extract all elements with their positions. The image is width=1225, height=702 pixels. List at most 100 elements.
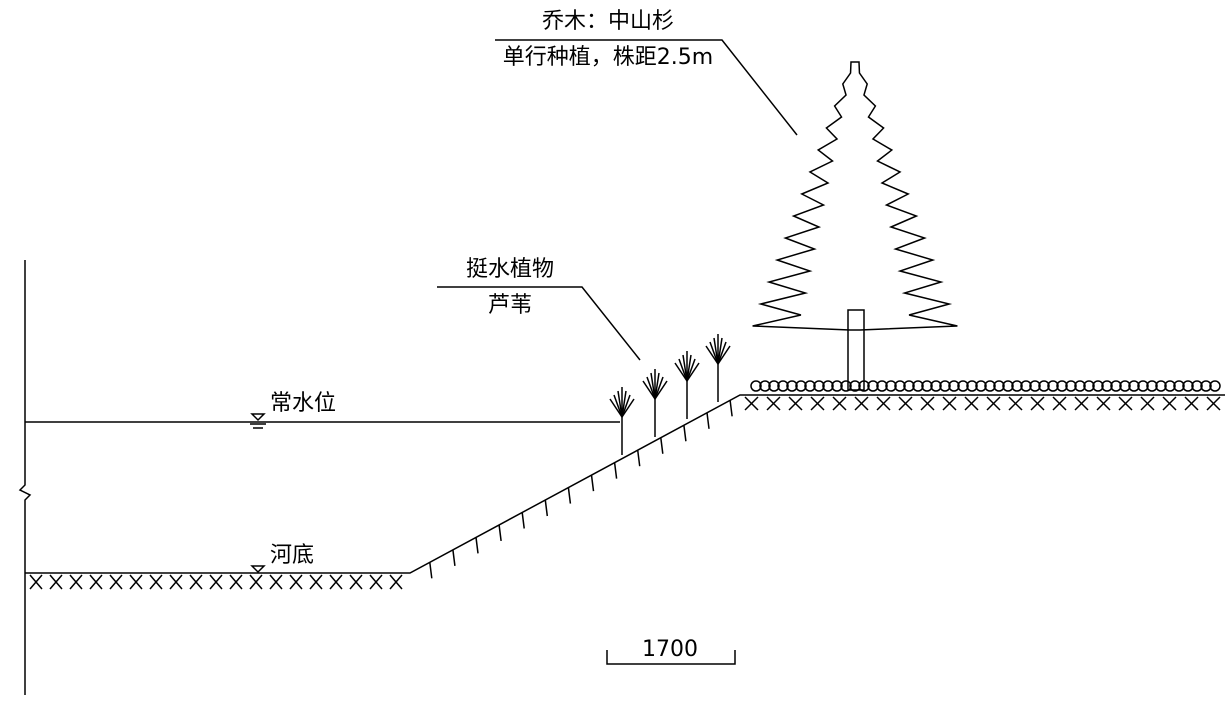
reed-leaf bbox=[642, 380, 656, 400]
hatch bbox=[189, 574, 203, 590]
hatch bbox=[1074, 396, 1089, 411]
hatch bbox=[766, 396, 781, 411]
tree-leader bbox=[495, 39, 798, 136]
shrub bbox=[939, 380, 951, 392]
reed-leaf bbox=[717, 341, 727, 365]
shrub bbox=[831, 380, 843, 392]
shrub bbox=[804, 380, 816, 392]
hatch bbox=[289, 574, 303, 590]
reed-label-1: 挺水植物 bbox=[466, 257, 554, 282]
reed-leaf bbox=[654, 372, 660, 400]
hatch bbox=[369, 574, 383, 590]
river-bottom-label: 河底 bbox=[270, 543, 314, 568]
shrub bbox=[930, 380, 942, 392]
reed-leaf bbox=[678, 358, 688, 382]
water-symbol bbox=[250, 413, 266, 422]
hatch bbox=[69, 574, 83, 590]
shrub bbox=[1200, 380, 1212, 392]
reed-leaf bbox=[717, 345, 731, 365]
hatch bbox=[729, 400, 733, 417]
shrub bbox=[1065, 380, 1077, 392]
hatch bbox=[567, 487, 572, 504]
shrub bbox=[1020, 380, 1032, 392]
shrub bbox=[1209, 380, 1221, 392]
shrub bbox=[1137, 380, 1149, 392]
hatch bbox=[1162, 396, 1177, 411]
hatch bbox=[149, 574, 163, 590]
shrub bbox=[750, 380, 762, 392]
shrub bbox=[903, 380, 915, 392]
hatch bbox=[920, 396, 935, 411]
hatch bbox=[475, 537, 479, 554]
hatch bbox=[744, 396, 759, 411]
hatch bbox=[1008, 396, 1023, 411]
hatch bbox=[1096, 396, 1111, 411]
shrub bbox=[993, 380, 1005, 392]
tree-crown bbox=[752, 61, 958, 331]
hatch bbox=[788, 396, 803, 411]
hatch bbox=[169, 574, 183, 590]
shrub bbox=[1191, 380, 1203, 392]
shrub bbox=[1173, 380, 1185, 392]
shrub bbox=[912, 380, 924, 392]
hatch bbox=[452, 549, 456, 566]
tree-label-1: 乔木：中山杉 bbox=[542, 9, 674, 34]
shrub bbox=[1083, 380, 1095, 392]
reed-leaf bbox=[621, 390, 627, 418]
shrub bbox=[1002, 380, 1014, 392]
reed-leaf bbox=[686, 362, 700, 382]
shrub bbox=[822, 380, 834, 392]
hatch bbox=[229, 574, 243, 590]
hatch bbox=[1052, 396, 1067, 411]
hatch bbox=[129, 574, 143, 590]
reed-leaf bbox=[717, 337, 723, 365]
shrub bbox=[921, 380, 933, 392]
shrub bbox=[777, 380, 789, 392]
shrub bbox=[1092, 380, 1104, 392]
shrub bbox=[1056, 380, 1068, 392]
shrub bbox=[885, 380, 897, 392]
reed-leaf bbox=[613, 394, 623, 418]
shrub bbox=[1128, 380, 1140, 392]
reed-leaf bbox=[646, 376, 656, 400]
hatch bbox=[389, 574, 403, 590]
hatch bbox=[269, 574, 283, 590]
shrub bbox=[867, 380, 879, 392]
shrub bbox=[894, 380, 906, 392]
shrub bbox=[984, 380, 996, 392]
hatch bbox=[898, 396, 913, 411]
shrub bbox=[786, 380, 798, 392]
section-edge bbox=[18, 260, 32, 695]
reed-leaf bbox=[674, 362, 688, 382]
scale-bar bbox=[606, 650, 736, 665]
water-level-label: 常水位 bbox=[270, 391, 336, 416]
hatch bbox=[706, 412, 710, 429]
shrub bbox=[1164, 380, 1176, 392]
hatch bbox=[544, 499, 549, 517]
reed-label-2: 芦苇 bbox=[488, 293, 532, 318]
ground-line bbox=[25, 394, 1225, 574]
hatch bbox=[832, 396, 847, 411]
hatch bbox=[209, 574, 223, 590]
hatch bbox=[309, 574, 323, 590]
hatch bbox=[810, 396, 825, 411]
hatch bbox=[429, 562, 433, 579]
tree-label-2: 单行种植，株距2.5m bbox=[503, 45, 713, 70]
reed-leaf bbox=[654, 376, 664, 400]
hatch bbox=[942, 396, 957, 411]
hatch bbox=[109, 574, 123, 590]
hatch bbox=[683, 425, 687, 442]
shrub bbox=[1101, 380, 1113, 392]
hatch bbox=[964, 396, 979, 411]
reed-leader bbox=[437, 286, 641, 361]
shrub bbox=[1029, 380, 1041, 392]
hatch bbox=[329, 574, 343, 590]
reed-leaf bbox=[609, 398, 623, 418]
tree-trunk bbox=[847, 309, 865, 391]
reed-leaf bbox=[654, 380, 668, 400]
hatch bbox=[876, 396, 891, 411]
decoration bbox=[29, 61, 1221, 590]
shrub bbox=[768, 380, 780, 392]
shrub bbox=[1011, 380, 1023, 392]
reed-leaf bbox=[621, 394, 631, 418]
